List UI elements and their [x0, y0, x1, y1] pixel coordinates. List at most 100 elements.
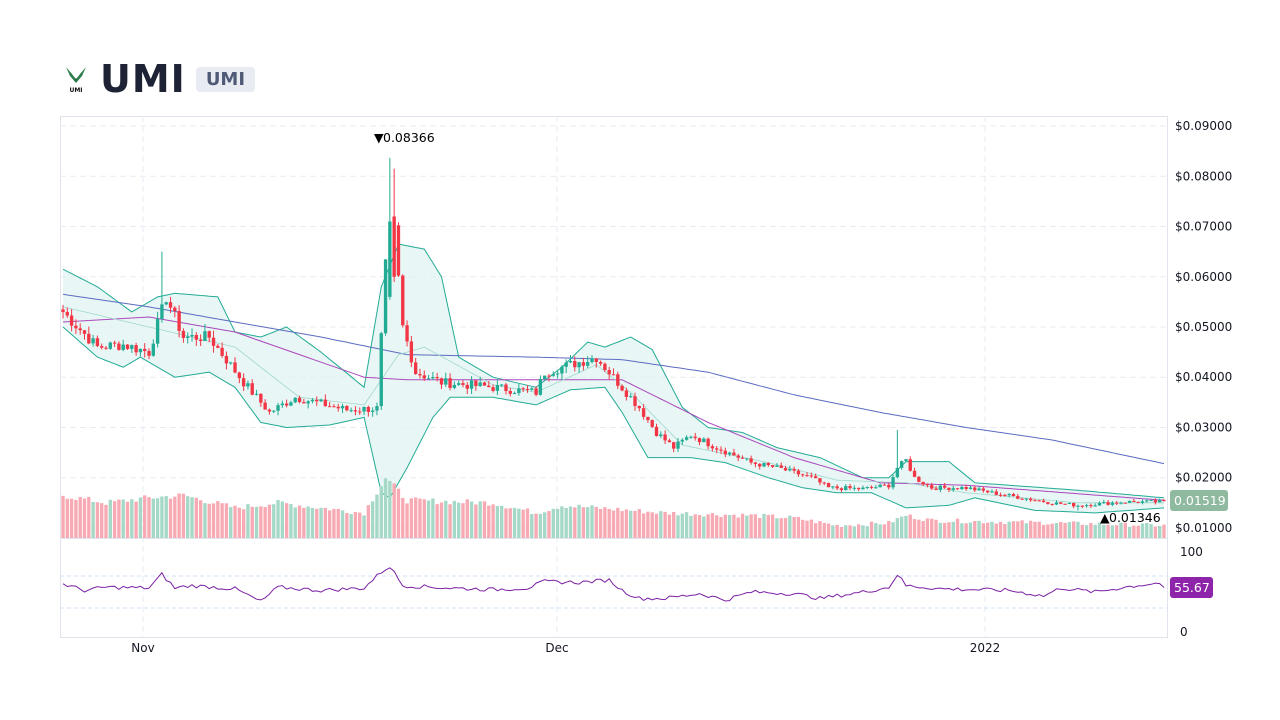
candle-body [1080, 505, 1084, 507]
candle-body [1162, 500, 1166, 502]
candle-body [899, 461, 904, 468]
candle-body [478, 382, 482, 387]
candle-body [431, 377, 435, 379]
volume-bar [882, 524, 887, 538]
candle-body [138, 348, 143, 353]
candle-body [319, 399, 323, 402]
candle-body [620, 385, 624, 391]
candle-body [504, 384, 508, 392]
svg-text:0.01519: 0.01519 [1174, 493, 1226, 508]
candle-body [229, 362, 233, 364]
candle-body [977, 488, 981, 491]
volume-bar [461, 503, 465, 538]
candle-body [160, 304, 164, 319]
candle-body [1067, 503, 1072, 505]
svg-text:0.01346: 0.01346 [1109, 510, 1161, 525]
volume-bar [121, 499, 125, 538]
volume-bar [577, 504, 581, 538]
candle-body [973, 487, 977, 491]
candle-body [938, 485, 943, 490]
candle-body [813, 476, 818, 479]
time-tick-label: 2022 [970, 641, 1001, 655]
volume-bar [1115, 525, 1119, 538]
candle-body [766, 462, 771, 466]
candle-body [78, 328, 82, 331]
candle-body [749, 458, 753, 463]
ma-long-line [62, 293, 1165, 465]
candle-body [839, 488, 844, 491]
candle-body [461, 383, 465, 385]
volume-bar [624, 509, 629, 538]
candle-body [323, 399, 328, 407]
volume-bar [117, 499, 121, 538]
price-tick-label: $0.08000 [1175, 169, 1232, 183]
candle-body [568, 361, 573, 363]
candle-body [960, 487, 964, 490]
volume-bar [998, 521, 1003, 538]
volume-bar [521, 509, 525, 538]
candle-body [448, 378, 452, 388]
price-tick-label: $0.06000 [1175, 270, 1232, 284]
volume-bar [865, 526, 869, 538]
volume-bar [1140, 523, 1145, 538]
volume-bar [293, 507, 297, 538]
candle-body [272, 410, 276, 412]
volume-bar [616, 507, 620, 538]
moving-averages [62, 293, 1165, 504]
volume-bar [852, 526, 857, 538]
candle-body [512, 393, 517, 395]
volume-bar [108, 499, 112, 538]
volume-bar [246, 504, 250, 538]
volume-bar [762, 513, 766, 538]
candle-body [594, 358, 598, 362]
candle-body [181, 330, 186, 339]
volume-bar [779, 518, 783, 538]
candle-body [220, 347, 224, 356]
volume-bar [211, 503, 216, 538]
candle-body [134, 345, 138, 353]
candle-body [611, 374, 616, 376]
candle-body [198, 339, 203, 342]
candle-body [551, 374, 555, 376]
candle-body [1084, 505, 1089, 507]
volume-bar [177, 493, 181, 538]
candle-body [392, 216, 396, 277]
volume-bar [826, 523, 831, 538]
volume-bar [607, 508, 611, 538]
candle-body [895, 467, 900, 478]
candle-body [237, 372, 242, 379]
volume-bar [370, 501, 375, 538]
volume-bar [934, 519, 938, 538]
svg-text:UMI: UMI [69, 87, 82, 94]
volume-bar [581, 507, 586, 538]
volume-bar [418, 498, 422, 538]
volume-bar [792, 516, 796, 538]
volume-bar [869, 521, 874, 538]
candle-body [598, 361, 603, 364]
candle-body [289, 402, 293, 406]
candle-body [370, 410, 375, 412]
candle-body [310, 399, 315, 402]
volume-bar [383, 478, 388, 538]
volume-bar [1016, 521, 1020, 538]
volume-bar [100, 503, 104, 538]
volume-bar [590, 505, 594, 538]
candle-body [186, 336, 190, 339]
candle-body [852, 487, 857, 489]
candle-body [280, 403, 285, 406]
volume-bar [555, 508, 560, 538]
svg-text:0.08366: 0.08366 [383, 130, 435, 145]
volume-bar [736, 517, 740, 538]
volume-bar [1041, 524, 1046, 538]
volume-bar [358, 512, 362, 538]
volume-bar [315, 508, 319, 538]
candle-body [1011, 494, 1016, 497]
candle-body [831, 486, 835, 488]
rsi-pane [62, 567, 1165, 602]
volume-bar [297, 505, 302, 538]
candle-body [753, 462, 758, 464]
candle-body [65, 312, 69, 316]
volume-bar [216, 501, 220, 538]
candle-body [418, 374, 422, 376]
